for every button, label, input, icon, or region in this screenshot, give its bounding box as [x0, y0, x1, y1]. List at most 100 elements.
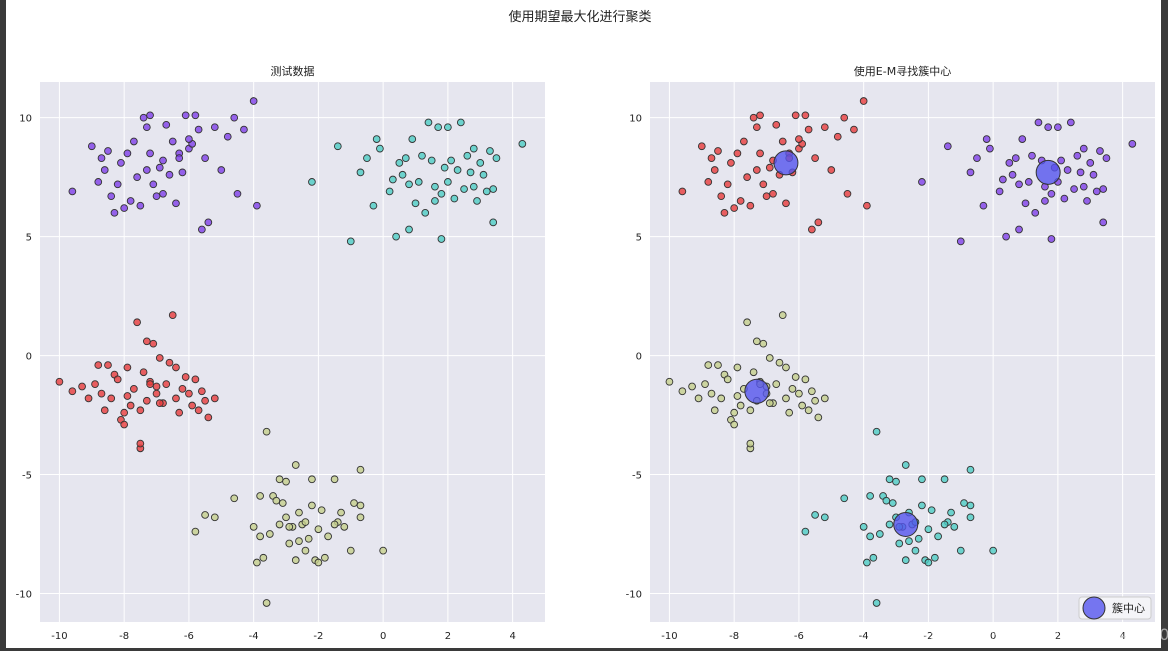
scatter-point-red — [94, 361, 103, 369]
scatter-point-purple — [1005, 159, 1014, 167]
scatter-point-olive — [746, 439, 755, 448]
scatter-point-red — [198, 387, 206, 396]
axes-title: 使用E-M寻找簇中心 — [854, 64, 951, 78]
scatter-point-cyan — [434, 123, 443, 132]
scatter-point-red — [808, 225, 816, 234]
scatter-point-cyan — [369, 201, 378, 210]
scatter-point-olive — [665, 377, 674, 386]
scatter-point-red — [759, 180, 768, 189]
scatter-point-olive — [259, 553, 268, 562]
scatter-point-cyan — [950, 522, 959, 531]
scatter-point-red — [765, 163, 774, 172]
scatter-point-cyan — [427, 156, 436, 165]
scatter-point-purple — [1024, 178, 1033, 186]
scatter-point-cyan — [476, 159, 485, 167]
scatter-point-purple — [1011, 154, 1020, 162]
scatter-point-purple — [1102, 154, 1111, 162]
scatter-point-purple — [104, 147, 112, 155]
scatter-point-purple — [159, 156, 167, 165]
scatter-point-purple — [1018, 135, 1027, 143]
scatter-point-red — [152, 382, 161, 391]
y-tick-label: 10 — [629, 114, 642, 125]
scatter-point-purple — [123, 149, 132, 158]
scatter-point-red — [120, 408, 129, 417]
y-tick-label: -5 — [632, 471, 642, 482]
scatter-point-cyan — [966, 513, 975, 522]
scatter-point-purple — [1096, 147, 1104, 155]
scatter-point-purple — [1079, 182, 1088, 191]
scatter-point-olive — [285, 539, 294, 548]
scatter-point-olive — [253, 558, 261, 567]
scatter-point-red — [104, 361, 112, 369]
scatter-point-cyan — [905, 537, 913, 545]
scatter-point-purple — [159, 189, 167, 198]
scatter-point-olive — [356, 501, 365, 510]
scatter-point-cyan — [934, 532, 942, 541]
scatter-point-purple — [973, 154, 981, 162]
scatter-point-olive — [308, 501, 316, 510]
scatter-point-red — [130, 385, 138, 393]
window-frame-left — [0, 0, 6, 651]
scatter-point-red — [136, 406, 145, 415]
scatter-point-cyan — [931, 553, 939, 562]
scatter-point-purple — [126, 197, 135, 205]
scatter-point-red — [678, 187, 687, 196]
scatter-point-purple — [1060, 194, 1069, 203]
axes-background — [40, 82, 545, 622]
scatter-point-purple — [97, 154, 106, 162]
scatter-point-purple — [1083, 197, 1091, 205]
scatter-point-cyan — [376, 144, 384, 153]
scatter-point-cyan — [424, 118, 433, 127]
y-tick-label: 0 — [636, 352, 642, 363]
scatter-point-olive — [688, 382, 696, 391]
scatter-point-red — [714, 147, 722, 155]
scatter-point-cyan — [882, 496, 891, 505]
scatter-point-cyan — [421, 208, 430, 217]
scatter-point-cyan — [518, 140, 527, 148]
x-tick-label: -4 — [859, 631, 869, 642]
scatter-point-purple — [1034, 118, 1043, 127]
scatter-point-cyan — [892, 477, 900, 486]
scatter-point-cyan — [372, 135, 381, 143]
scatter-point-cyan — [875, 530, 884, 538]
scatter-point-red — [120, 420, 129, 429]
x-tick-label: 4 — [509, 631, 515, 642]
scatter-point-purple — [1041, 197, 1049, 205]
scatter-point-purple — [191, 111, 200, 120]
scatter-point-olive — [350, 499, 358, 507]
scatter-point-red — [181, 373, 190, 381]
scatter-point-olive — [340, 522, 349, 531]
scatter-point-purple — [1057, 156, 1065, 165]
scatter-point-red — [139, 368, 148, 377]
scatter-point-red — [762, 192, 771, 201]
scatter-point-cyan — [414, 178, 423, 186]
x-tick-label: -4 — [249, 631, 259, 642]
scatter-point-red — [804, 125, 813, 134]
scatter-point-olive — [788, 385, 797, 393]
scatter-point-cyan — [308, 178, 316, 186]
scatter-point-red — [801, 111, 810, 120]
scatter-point-red — [772, 120, 781, 129]
scatter-point-cyan — [866, 492, 874, 500]
scatter-point-red — [97, 389, 106, 398]
scatter-point-red — [791, 111, 800, 120]
scatter-point-purple — [178, 168, 187, 177]
cluster-center-marker — [773, 150, 799, 176]
scatter-point-purple — [233, 189, 242, 198]
scatter-point-purple — [155, 163, 164, 172]
scatter-point-cyan — [859, 522, 868, 531]
scatter-point-cyan — [363, 154, 371, 162]
scatter-point-olive — [811, 396, 819, 405]
scatter-point-purple — [1128, 140, 1137, 148]
scatter-point-olive — [330, 475, 339, 484]
scatter-point-purple — [223, 132, 232, 141]
scatter-point-cyan — [466, 168, 475, 177]
scatter-point-olive — [265, 530, 274, 538]
scatter-point-purple — [168, 137, 177, 146]
scatter-point-cyan — [437, 235, 446, 243]
scatter-point-red — [68, 387, 77, 396]
scatter-point-red — [155, 354, 164, 362]
scatter-point-cyan — [914, 534, 923, 543]
scatter-point-cyan — [450, 194, 459, 203]
x-tick-label: 2 — [445, 631, 451, 642]
